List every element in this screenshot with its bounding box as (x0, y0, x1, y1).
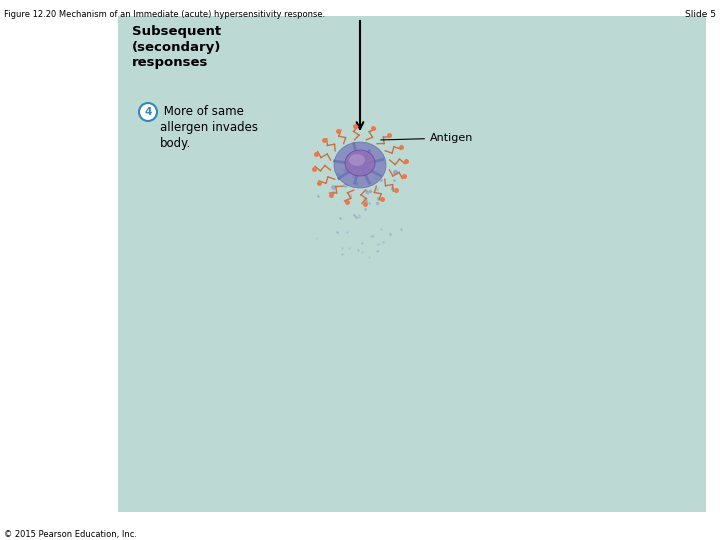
Circle shape (139, 103, 157, 121)
Text: More of same
allergen invades
body.: More of same allergen invades body. (160, 105, 258, 150)
Ellipse shape (349, 154, 365, 166)
Text: Figure 12.20 Mechanism of an Immediate (acute) hypersensitivity response.: Figure 12.20 Mechanism of an Immediate (… (4, 10, 325, 19)
Text: Antigen: Antigen (381, 133, 473, 143)
Text: 4: 4 (144, 107, 152, 117)
Ellipse shape (334, 142, 386, 188)
Text: Subsequent
(secondary)
responses: Subsequent (secondary) responses (132, 25, 221, 69)
Ellipse shape (345, 150, 375, 176)
Bar (118, 16, 706, 512)
Text: © 2015 Pearson Education, Inc.: © 2015 Pearson Education, Inc. (4, 530, 137, 539)
Text: Slide 5: Slide 5 (685, 10, 716, 19)
